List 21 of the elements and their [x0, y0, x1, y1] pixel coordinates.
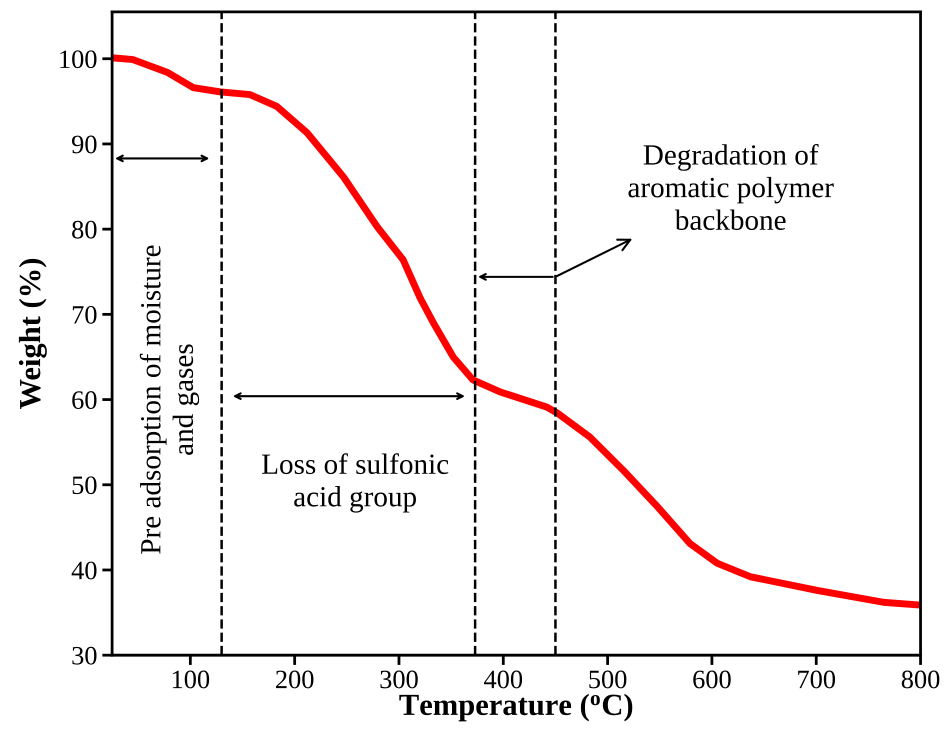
annotation: Loss of sulfonic acid group: [262, 453, 448, 513]
x-tick-label: 400: [484, 670, 522, 688]
x-tick-label: 600: [693, 670, 731, 688]
annotation: Pre adsorption of moisture and gases: [140, 245, 200, 554]
y-tick-label: 30: [72, 646, 97, 665]
x-tick-label: 700: [798, 670, 836, 688]
x-tick-label: 100: [172, 670, 210, 688]
y-axis-title: Weight (%): [18, 258, 47, 410]
x-tick-label: 800: [902, 670, 940, 688]
y-tick-label: 80: [72, 220, 97, 239]
y-tick-label: 70: [72, 306, 97, 324]
y-tick-label: 50: [72, 476, 97, 494]
annotation: Degradation of aromatic polymer backbone: [628, 144, 834, 230]
y-tick-label: 90: [72, 136, 97, 154]
x-tick-label: 300: [380, 670, 418, 688]
y-tick-label: 60: [72, 391, 97, 409]
y-tick-label: 40: [72, 562, 97, 580]
x-tick-label: 200: [276, 670, 314, 688]
x-tick-label: 500: [589, 670, 626, 688]
x-axis-title: Temperature ($^{o}$C): [399, 694, 632, 722]
y-tick-label: 100: [60, 50, 97, 68]
